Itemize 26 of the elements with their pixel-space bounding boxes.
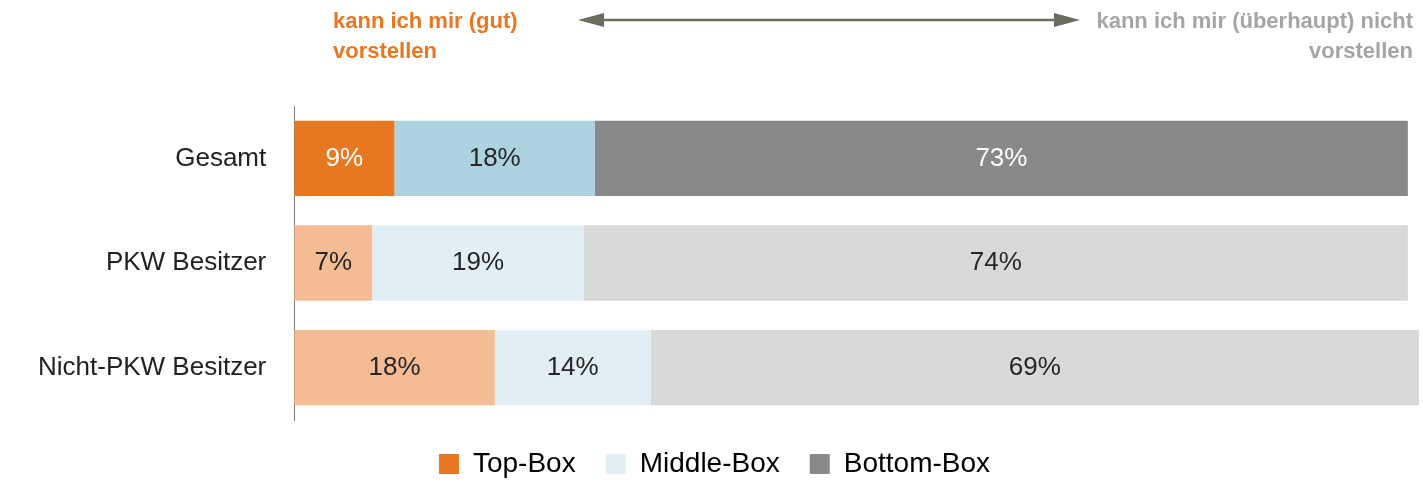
bar <box>650 329 1419 406</box>
bar <box>294 225 373 301</box>
bar <box>372 225 584 301</box>
text: kann ich mir (gut) vorstellen <box>333 7 519 65</box>
data-label: 14% <box>546 350 599 381</box>
y-tick-label: Nicht-PKW Besitzer <box>38 350 267 381</box>
data-label: 74% <box>969 246 1022 277</box>
y-tick-label: Gesamt <box>175 141 268 172</box>
bar <box>294 329 495 406</box>
data-label: 18% <box>368 350 421 381</box>
y-tick-label: PKW Besitzer <box>105 246 267 277</box>
bar <box>594 120 1408 197</box>
legend-label: Bottom-Box <box>843 446 991 478</box>
bar <box>494 329 651 406</box>
legend-label: Top-Box <box>472 446 576 478</box>
data-label: 7% <box>314 246 353 277</box>
data-label: 19% <box>451 246 505 277</box>
legend-label: Middle-Box <box>639 446 780 478</box>
data-label: 9% <box>325 141 364 172</box>
data-label: 69% <box>1008 350 1061 381</box>
bar <box>583 225 1408 301</box>
bar <box>294 120 395 197</box>
data-label: 18% <box>468 141 521 172</box>
bar <box>394 120 595 197</box>
text: kann ich mir (überhaupt) nicht vorstellen <box>1095 7 1413 65</box>
data-label: 73% <box>975 141 1028 172</box>
